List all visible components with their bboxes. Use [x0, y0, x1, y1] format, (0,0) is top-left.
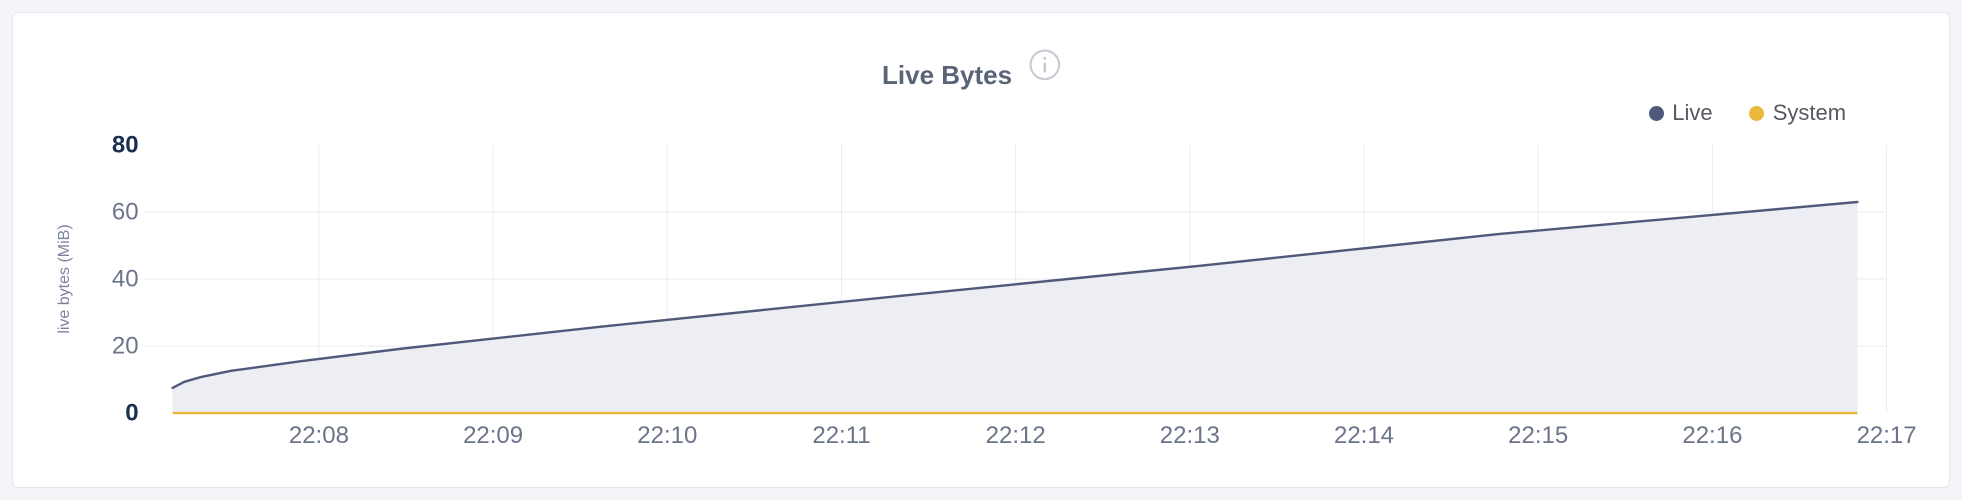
svg-text:22:10: 22:10 — [637, 422, 697, 449]
svg-text:22:14: 22:14 — [1334, 422, 1394, 449]
svg-text:22:08: 22:08 — [289, 422, 349, 449]
svg-text:40: 40 — [112, 266, 139, 293]
svg-text:22:17: 22:17 — [1857, 422, 1917, 449]
svg-text:22:16: 22:16 — [1682, 422, 1742, 449]
svg-text:20: 20 — [112, 333, 139, 360]
svg-text:0: 0 — [125, 400, 138, 427]
svg-text:22:09: 22:09 — [463, 422, 523, 449]
svg-text:22:15: 22:15 — [1508, 422, 1568, 449]
svg-text:22:11: 22:11 — [812, 422, 870, 449]
svg-text:22:12: 22:12 — [986, 422, 1046, 449]
svg-text:60: 60 — [112, 199, 139, 226]
svg-text:22:13: 22:13 — [1160, 422, 1220, 449]
svg-text:80: 80 — [112, 132, 139, 159]
